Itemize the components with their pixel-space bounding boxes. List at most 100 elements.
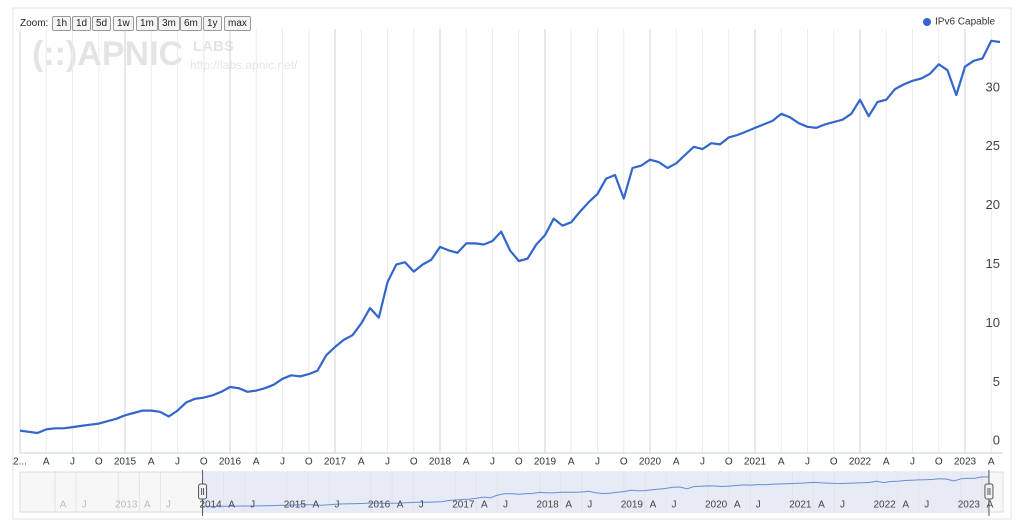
x-tick-label: O xyxy=(830,457,838,468)
x-tick-label: O xyxy=(305,457,313,468)
x-tick-label: 2022 xyxy=(849,457,872,468)
x-tick-label: A xyxy=(883,457,890,468)
zoom-label: Zoom: xyxy=(20,18,49,29)
navigator-tick-label: J xyxy=(166,500,171,511)
x-tick-label: O xyxy=(620,457,628,468)
x-tick-label: J xyxy=(910,457,915,468)
y-tick-label: 10 xyxy=(986,315,1000,330)
x-tick-label: A xyxy=(148,457,155,468)
navigator-tick-label: 2023 xyxy=(958,500,981,511)
y-tick-label: 5 xyxy=(993,374,1000,389)
y-tick-label: 15 xyxy=(986,256,1000,271)
x-tick-label: J xyxy=(595,457,600,468)
navigator-tick-label: 2022 xyxy=(873,500,896,511)
zoom-button[interactable]: 1h xyxy=(52,16,72,31)
x-tick-label: 2019 xyxy=(534,457,557,468)
navigator-tick-label: J xyxy=(503,500,508,511)
watermark-labs: LABS xyxy=(193,38,234,55)
navigator-tick-label: 2019 xyxy=(621,500,644,511)
navigator-line xyxy=(202,476,990,507)
watermark-logo: (::)APNIC xyxy=(32,35,183,73)
x-tick-label: A xyxy=(988,457,995,468)
x-tick-label: O xyxy=(95,457,103,468)
navigator-tick-label: J xyxy=(250,500,255,511)
legend-label: IPv6 Capable xyxy=(935,17,995,28)
y-tick-label: 25 xyxy=(986,138,1000,153)
zoom-button[interactable]: 1y xyxy=(203,16,222,31)
x-tick-label: J xyxy=(805,457,810,468)
x-tick-label: 2021 xyxy=(744,457,767,468)
navigator-tick-label: A xyxy=(734,500,741,511)
x-tick-label: A xyxy=(43,457,50,468)
x-tick-label: 2016 xyxy=(219,457,242,468)
navigator-tick-label: A xyxy=(987,500,994,511)
navigator-handle xyxy=(198,483,208,500)
x-tick-label: 2018 xyxy=(429,457,452,468)
x-tick-label: A xyxy=(358,457,365,468)
navigator-tick-label: J xyxy=(756,500,761,511)
chart-frame xyxy=(12,7,1012,520)
navigator-tick-label: 2021 xyxy=(789,500,812,511)
navigator-handle xyxy=(984,483,994,500)
x-tick-label: O xyxy=(515,457,523,468)
series-line xyxy=(19,39,1001,435)
navigator-tick-label: A xyxy=(397,500,404,511)
navigator-tick-label: 2013 xyxy=(115,500,138,511)
y-tick-label: 0 xyxy=(993,433,1000,448)
navigator-tick-label: 2014 xyxy=(199,500,222,511)
x-tick-label: A xyxy=(253,457,260,468)
watermark-url: http://labs.apnic.net/ xyxy=(190,58,298,72)
x-tick-label: J xyxy=(700,457,705,468)
zoom-button[interactable]: 1w xyxy=(113,16,134,31)
navigator-tick-label: J xyxy=(587,500,592,511)
navigator-tick-label: A xyxy=(144,500,151,511)
watermark: (::)APNIC LABS http://labs.apnic.net/ xyxy=(32,35,298,73)
navigator-tick-label: 2016 xyxy=(368,500,391,511)
x-tick-label: O xyxy=(410,457,418,468)
zoom-button[interactable]: 1m xyxy=(136,16,158,31)
zoom-button[interactable]: 5d xyxy=(92,16,112,31)
navigator-tick-label: A xyxy=(818,500,825,511)
x-tick-label: 2017 xyxy=(324,457,347,468)
x-tick-label: 2020 xyxy=(639,457,662,468)
y-tick-label: 30 xyxy=(986,79,1000,94)
zoom-button[interactable]: 1d xyxy=(72,16,92,31)
navigator-tick-label: 2017 xyxy=(452,500,475,511)
zoom-button[interactable]: 6m xyxy=(180,16,202,31)
navigator-tick-label: J xyxy=(419,500,424,511)
x-tick-label: A xyxy=(568,457,575,468)
navigator-tick-label: A xyxy=(650,500,657,511)
x-tick-label: O xyxy=(935,457,943,468)
navigator-tick-label: A xyxy=(902,500,909,511)
x-tick-label: A xyxy=(778,457,785,468)
x-tick-label: J xyxy=(385,457,390,468)
navigator-tick-label: J xyxy=(924,500,929,511)
x-tick-label: J xyxy=(280,457,285,468)
navigator-tick-label: A xyxy=(565,500,572,511)
navigator-tick-label: J xyxy=(840,500,845,511)
x-tick-label: 2... xyxy=(13,457,27,468)
x-tick-label: J xyxy=(175,457,180,468)
navigator-tick-label: J xyxy=(82,500,87,511)
x-tick-label: J xyxy=(70,457,75,468)
navigator-tick-label: 2018 xyxy=(536,500,559,511)
x-tick-label: A xyxy=(673,457,680,468)
navigator-tick-label: 2020 xyxy=(705,500,728,511)
navigator-tick-label: J xyxy=(671,500,676,511)
x-tick-label: 2023 xyxy=(954,457,977,468)
navigator-tick-label: A xyxy=(60,500,67,511)
x-tick-label: J xyxy=(490,457,495,468)
zoom-button[interactable]: max xyxy=(224,16,251,31)
x-tick-label: O xyxy=(200,457,208,468)
navigator-selection xyxy=(202,472,989,512)
y-tick-label: 20 xyxy=(986,197,1000,212)
x-tick-label: O xyxy=(725,457,733,468)
x-tick-label: A xyxy=(463,457,470,468)
x-tick-label: 2015 xyxy=(114,457,137,468)
zoom-button[interactable]: 3m xyxy=(158,16,180,31)
navigator-tick-label: A xyxy=(228,500,235,511)
navigator-tick-label: J xyxy=(334,500,339,511)
navigator-tick-label: A xyxy=(481,500,488,511)
